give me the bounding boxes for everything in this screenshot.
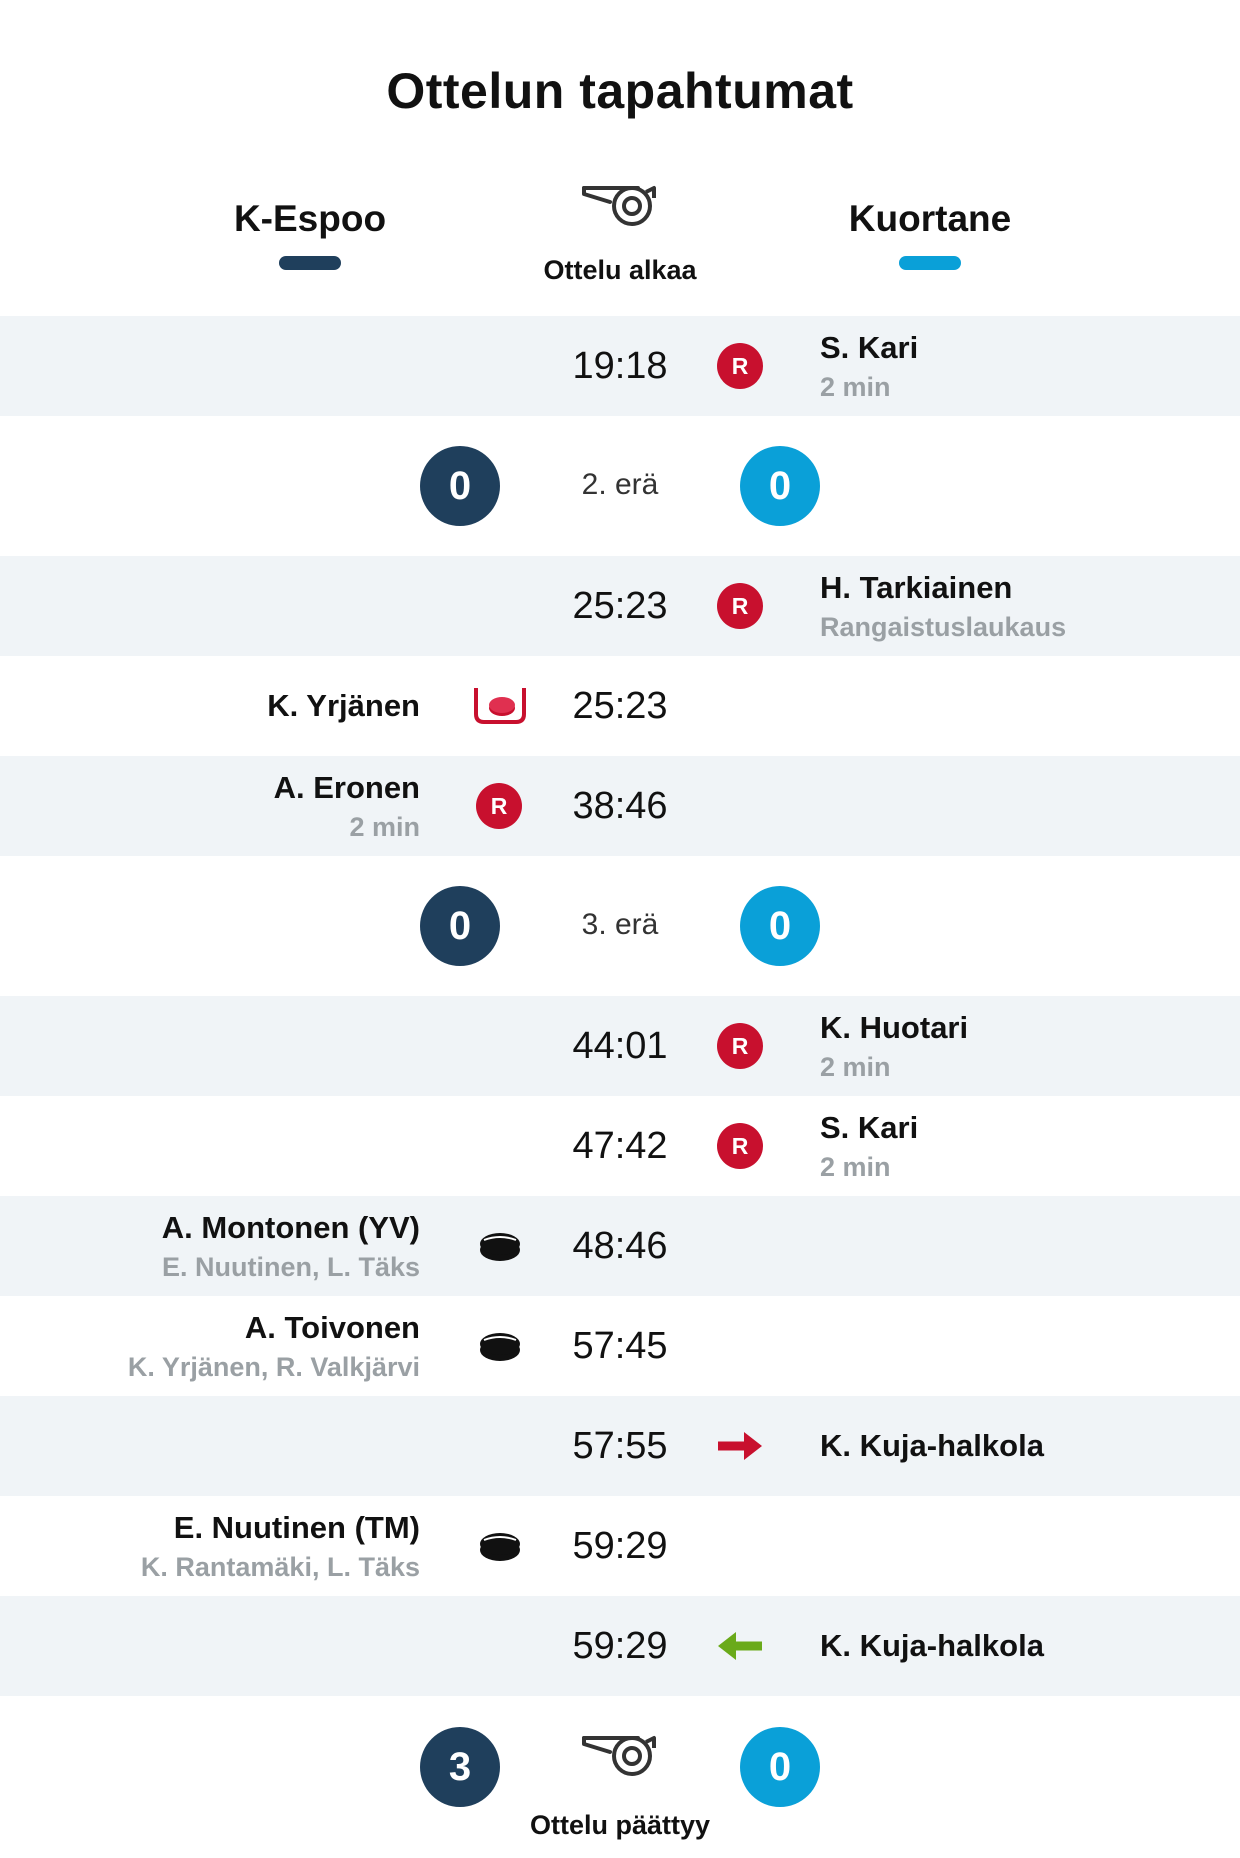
away-final-score-badge: 0 [740,1727,820,1807]
whistle-icon [582,1736,656,1776]
event-row: A. Montonen (YV) E. Nuutinen, L. Täks 48… [0,1196,1240,1296]
whistle-icon [582,186,656,226]
event-player: H. Tarkiainen [820,570,1013,605]
arrow-right-icon [718,1432,762,1460]
event-row: 59:29 K. Kuja-halkola [0,1596,1240,1696]
penalty-badge-icon: R [717,1123,763,1169]
event-time: 57:55 [572,1425,668,1467]
start-label: Ottelu alkaa [543,255,697,285]
event-player: E. Nuutinen (TM) [173,1510,420,1545]
event-row: A. Eronen 2 min R 38:46 [0,756,1240,856]
event-time: 59:29 [572,1525,668,1567]
event-row: 19:18 R S. Kari 2 min [0,316,1240,416]
event-time: 59:29 [572,1625,668,1667]
event-detail: 2 min [820,372,891,402]
puck-icon [480,1233,520,1261]
event-row: K. Yrjänen 25:23 [0,656,1240,756]
event-player: A. Eronen [273,770,420,805]
home-score-badge: 0 [420,446,500,526]
event-time: 44:01 [572,1025,668,1067]
event-row: 44:01 R K. Huotari 2 min [0,996,1240,1096]
event-player: K. Kuja-halkola [820,1428,1044,1463]
event-time: 25:23 [572,685,668,727]
puck-icon [480,1333,520,1361]
event-time: 38:46 [572,785,668,827]
away-team-name: Kuortane [848,198,1012,239]
event-detail: K. Rantamäki, L. Täks [140,1552,420,1582]
end-label: Ottelu päättyy [529,1810,711,1840]
home-team-name: K-Espoo [233,198,387,239]
event-detail: K. Yrjänen, R. Valkjärvi [127,1352,420,1382]
penalty-shot-icon [474,688,526,724]
period-label: 2. erä [581,468,659,501]
arrow-left-icon [718,1632,762,1660]
penalty-badge-icon: R [476,783,522,829]
event-time: 25:23 [572,585,668,627]
penalty-badge-icon: R [717,1023,763,1069]
event-player: K. Kuja-halkola [820,1628,1044,1663]
puck-icon [480,1533,520,1561]
event-player: K. Huotari [820,1010,969,1045]
period-row: 0 2. erä 0 [0,416,1240,556]
event-row: A. Toivonen K. Yrjänen, R. Valkjärvi 57:… [0,1296,1240,1396]
event-detail: Rangaistuslaukaus [820,612,1067,642]
event-player: S. Kari [820,1110,919,1145]
away-score-badge: 0 [740,886,820,966]
event-detail: 2 min [820,1152,891,1182]
event-time: 47:42 [572,1125,668,1167]
event-detail: 2 min [820,1052,891,1082]
event-player: A. Montonen (YV) [161,1210,420,1245]
event-detail: 2 min [349,812,420,842]
period-label: 3. erä [581,908,659,941]
event-time: 57:45 [572,1325,668,1367]
home-score-badge: 0 [420,886,500,966]
page-title: Ottelun tapahtumat [386,63,854,119]
event-player: S. Kari [820,330,919,365]
penalty-badge-icon: R [717,343,763,389]
penalty-badge-icon: R [717,583,763,629]
home-team-color-bar [279,256,341,270]
event-time: 19:18 [572,345,668,387]
event-detail: E. Nuutinen, L. Täks [161,1252,420,1282]
event-row: E. Nuutinen (TM) K. Rantamäki, L. Täks 5… [0,1496,1240,1596]
event-row: 57:55 K. Kuja-halkola [0,1396,1240,1496]
event-player: K. Yrjänen [267,688,420,723]
event-player: A. Toivonen [244,1310,420,1345]
away-team-color-bar [899,256,961,270]
home-final-score-badge: 3 [420,1727,500,1807]
away-score-badge: 0 [740,446,820,526]
event-time: 48:46 [572,1225,668,1267]
period-row: 0 3. erä 0 [0,856,1240,996]
event-row: 25:23 R H. Tarkiainen Rangaistuslaukaus [0,556,1240,656]
event-row: 47:42 R S. Kari 2 min [0,1096,1240,1196]
